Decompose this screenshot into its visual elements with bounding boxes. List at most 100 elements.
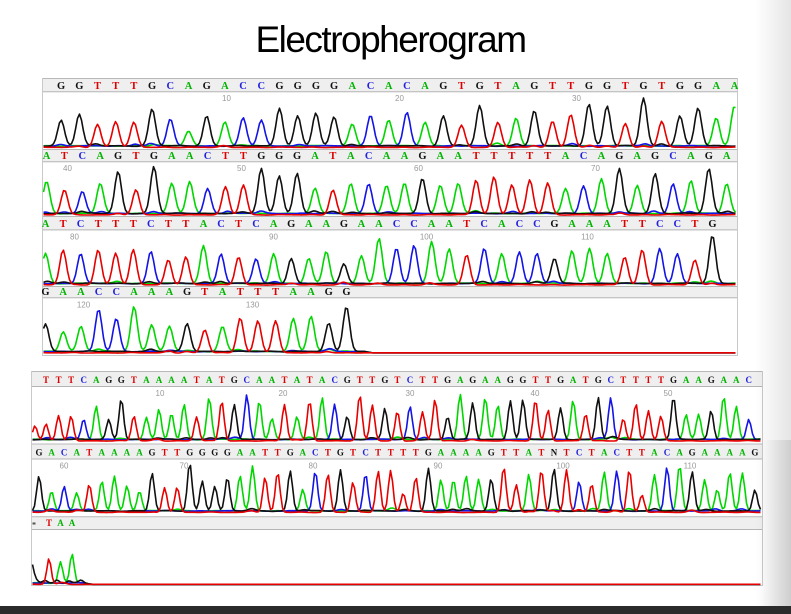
svg-text:C: C <box>403 81 411 92</box>
svg-text:T: T <box>394 375 400 385</box>
svg-text:T: T <box>639 448 645 458</box>
svg-text:A: A <box>42 151 50 162</box>
svg-text:G: G <box>224 448 231 458</box>
svg-text:T: T <box>526 151 533 162</box>
svg-text:T: T <box>194 375 200 385</box>
svg-text:130: 130 <box>245 300 259 309</box>
svg-text:C: C <box>312 448 319 458</box>
svg-text:A: A <box>375 219 383 230</box>
svg-text:A: A <box>603 219 611 230</box>
svg-text:C: C <box>576 448 583 458</box>
svg-text:T: T <box>329 151 336 162</box>
svg-text:T: T <box>235 219 242 230</box>
svg-text:T: T <box>369 375 375 385</box>
svg-text:60: 60 <box>60 462 69 471</box>
svg-text:A: A <box>730 81 737 92</box>
svg-text:C: C <box>480 219 488 230</box>
svg-text:T: T <box>94 219 101 230</box>
svg-text:A: A <box>695 375 702 385</box>
svg-text:T: T <box>545 375 551 385</box>
svg-text:90: 90 <box>434 462 443 471</box>
svg-text:T: T <box>563 448 569 458</box>
svg-text:G: G <box>311 81 319 92</box>
svg-text:T: T <box>174 448 180 458</box>
svg-text:T: T <box>658 375 664 385</box>
svg-text:C: C <box>746 375 753 385</box>
svg-text:T: T <box>221 151 228 162</box>
svg-text:A: A <box>305 219 313 230</box>
svg-text:G: G <box>275 81 283 92</box>
svg-text:G: G <box>35 448 42 458</box>
svg-text:C: C <box>78 151 86 162</box>
svg-text:G: G <box>381 375 388 385</box>
svg-text:A: A <box>384 81 392 92</box>
svg-text:G: G <box>105 375 112 385</box>
svg-text:T: T <box>129 219 136 230</box>
svg-text:A: A <box>249 448 256 458</box>
svg-text:70: 70 <box>180 462 189 471</box>
svg-text:C: C <box>94 287 102 298</box>
svg-text:A: A <box>597 151 605 162</box>
svg-text:90: 90 <box>269 232 278 241</box>
svg-text:G: G <box>257 151 265 162</box>
svg-text:G: G <box>339 219 347 230</box>
svg-text:G: G <box>75 81 83 92</box>
svg-text:G: G <box>708 219 716 230</box>
svg-text:A: A <box>218 287 226 298</box>
svg-text:A: A <box>712 81 720 92</box>
svg-text:A: A <box>269 375 276 385</box>
svg-text:C: C <box>410 219 418 230</box>
svg-text:G: G <box>42 287 50 298</box>
svg-text:G: G <box>444 375 451 385</box>
svg-text:T: T <box>501 448 507 458</box>
svg-text:T: T <box>457 81 464 92</box>
svg-text:G: G <box>344 375 351 385</box>
svg-text:G: G <box>704 151 712 162</box>
svg-text:A: A <box>714 448 721 458</box>
svg-text:A: A <box>77 287 85 298</box>
svg-text:T: T <box>544 151 551 162</box>
svg-text:T: T <box>583 375 589 385</box>
svg-text:40: 40 <box>63 164 72 173</box>
svg-text:80: 80 <box>309 462 318 471</box>
svg-text:50: 50 <box>237 164 246 173</box>
svg-text:A: A <box>156 375 163 385</box>
svg-text:A: A <box>307 287 315 298</box>
svg-text:T: T <box>272 287 279 298</box>
svg-text:C: C <box>166 81 174 92</box>
svg-text:T: T <box>131 375 137 385</box>
svg-text:A: A <box>585 219 593 230</box>
svg-text:A: A <box>475 448 482 458</box>
svg-text:T: T <box>513 448 519 458</box>
svg-text:C: C <box>407 375 414 385</box>
svg-text:T: T <box>388 448 394 458</box>
svg-text:A: A <box>300 448 307 458</box>
svg-text:G: G <box>595 375 602 385</box>
svg-text:T: T <box>621 81 628 92</box>
svg-text:A: A <box>382 151 390 162</box>
svg-text:A: A <box>206 375 213 385</box>
svg-text:G: G <box>651 151 659 162</box>
svg-text:G: G <box>708 375 715 385</box>
svg-text:C: C <box>203 151 211 162</box>
svg-text:T: T <box>691 219 698 230</box>
svg-text:A: A <box>739 448 746 458</box>
svg-text:G: G <box>418 151 426 162</box>
svg-text:G: G <box>550 219 558 230</box>
svg-text:C: C <box>669 151 677 162</box>
svg-text:A: A <box>322 219 330 230</box>
svg-text:G: G <box>507 375 514 385</box>
svg-text:40: 40 <box>531 389 540 398</box>
svg-text:G: G <box>330 81 338 92</box>
svg-text:A: A <box>96 151 104 162</box>
svg-text:G: G <box>488 448 495 458</box>
svg-text:C: C <box>112 287 120 298</box>
svg-text:A: A <box>633 151 641 162</box>
svg-text:100: 100 <box>556 462 570 471</box>
svg-text:A: A <box>720 375 727 385</box>
svg-text:A: A <box>482 375 489 385</box>
svg-text:C: C <box>364 151 372 162</box>
svg-text:G: G <box>615 151 623 162</box>
svg-text:A: A <box>457 375 464 385</box>
svg-text:100: 100 <box>419 232 433 241</box>
